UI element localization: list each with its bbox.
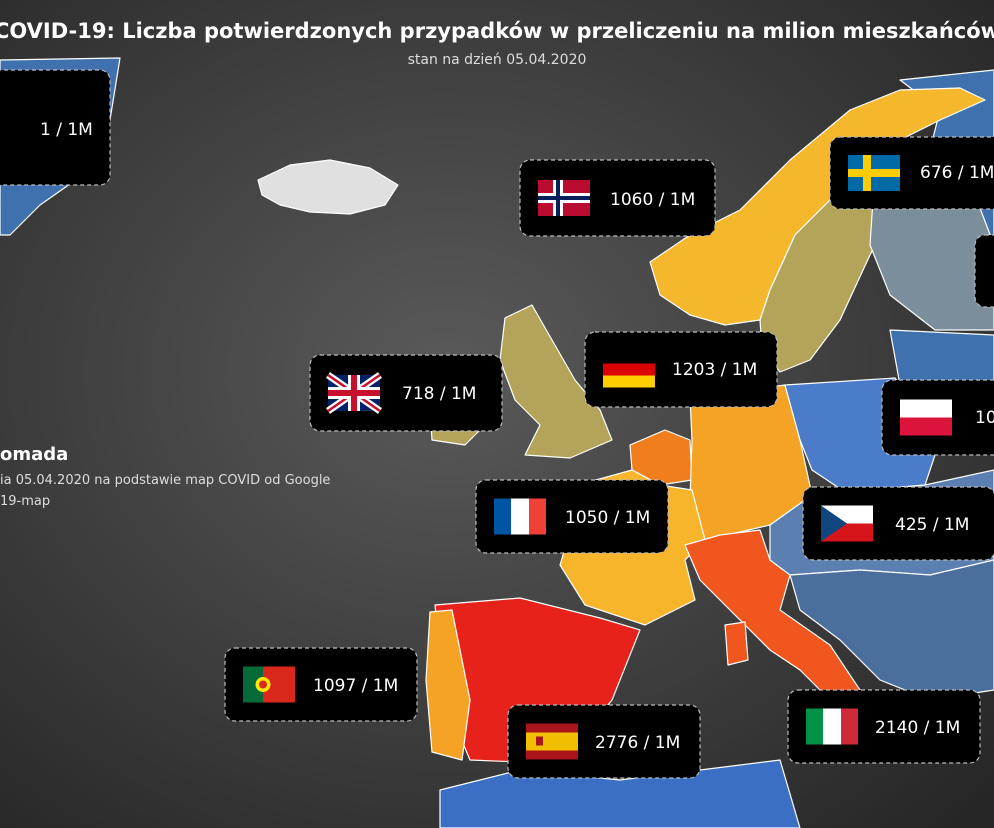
subtitle: stan na dzień 05.04.2020 bbox=[408, 52, 587, 68]
flag-part bbox=[806, 708, 823, 745]
flag-part bbox=[841, 708, 858, 745]
flag-part bbox=[603, 351, 655, 364]
callout-box bbox=[475, 479, 669, 554]
flag-part bbox=[848, 169, 900, 177]
flag-part bbox=[511, 498, 529, 535]
flag-part bbox=[900, 417, 952, 436]
baltics bbox=[889, 329, 994, 386]
flag bbox=[494, 498, 546, 535]
norway bbox=[649, 87, 986, 326]
callout-label: 1097 / 1M bbox=[313, 676, 398, 696]
source-line: 19-map bbox=[0, 494, 50, 509]
flag bbox=[538, 180, 590, 216]
callout-box bbox=[0, 69, 111, 186]
flag-part bbox=[603, 363, 655, 376]
flag-part bbox=[259, 680, 267, 689]
flag-part bbox=[526, 750, 578, 760]
flag bbox=[603, 351, 655, 388]
title: COVID-19: Liczba potwierdzonych przypadk… bbox=[0, 19, 994, 43]
flag bbox=[848, 155, 900, 191]
callout-label: 2140 / 1M bbox=[875, 718, 960, 738]
italy bbox=[684, 529, 861, 706]
source-author: omada bbox=[0, 444, 68, 465]
callout-box bbox=[309, 354, 503, 432]
flag-part bbox=[328, 390, 380, 396]
flag-part bbox=[526, 723, 578, 733]
flag bbox=[526, 723, 578, 760]
flag bbox=[900, 399, 952, 436]
flag-part bbox=[494, 498, 511, 535]
flag-part bbox=[526, 732, 578, 751]
iceland bbox=[257, 159, 399, 215]
flag bbox=[821, 505, 873, 542]
callout-label: 1060 / 1M bbox=[610, 190, 695, 210]
flag bbox=[243, 666, 295, 703]
flag-part bbox=[823, 708, 841, 745]
callout-box bbox=[224, 647, 418, 722]
callout-box bbox=[519, 159, 716, 237]
callout-label: 425 / 1M bbox=[895, 515, 969, 535]
callout-box bbox=[507, 704, 701, 779]
flag-part bbox=[821, 505, 847, 542]
flag bbox=[326, 372, 382, 414]
flag-part bbox=[243, 666, 263, 703]
callout-box bbox=[787, 689, 981, 764]
sardinia bbox=[724, 621, 749, 666]
callout-label: 10 bbox=[975, 408, 994, 428]
callout-label: 718 / 1M bbox=[402, 384, 476, 404]
portugal bbox=[425, 609, 471, 761]
flag-part bbox=[529, 498, 546, 535]
flag-part bbox=[536, 736, 543, 746]
flag-part bbox=[900, 399, 952, 418]
callout-box bbox=[584, 331, 778, 408]
uk bbox=[499, 304, 613, 459]
callout-box bbox=[802, 486, 994, 561]
flag bbox=[806, 708, 858, 745]
callout-label: 1 / 1M bbox=[40, 120, 93, 140]
callouts: 1 / 1M 1060 / 1M 676 / 1M 1203 / 1M 718 / 1M… bbox=[0, 69, 994, 779]
callout-label: 1203 / 1M bbox=[672, 360, 757, 380]
flag-part bbox=[603, 375, 655, 388]
callout-label: 676 / 1M bbox=[920, 163, 994, 183]
callout-label: 2776 / 1M bbox=[595, 733, 680, 753]
source-line: ia 05.04.2020 na podstawie map COVID od … bbox=[0, 473, 330, 488]
flag-part bbox=[538, 196, 590, 200]
callout-label: 1050 / 1M bbox=[565, 508, 650, 528]
callout-box bbox=[974, 234, 994, 308]
